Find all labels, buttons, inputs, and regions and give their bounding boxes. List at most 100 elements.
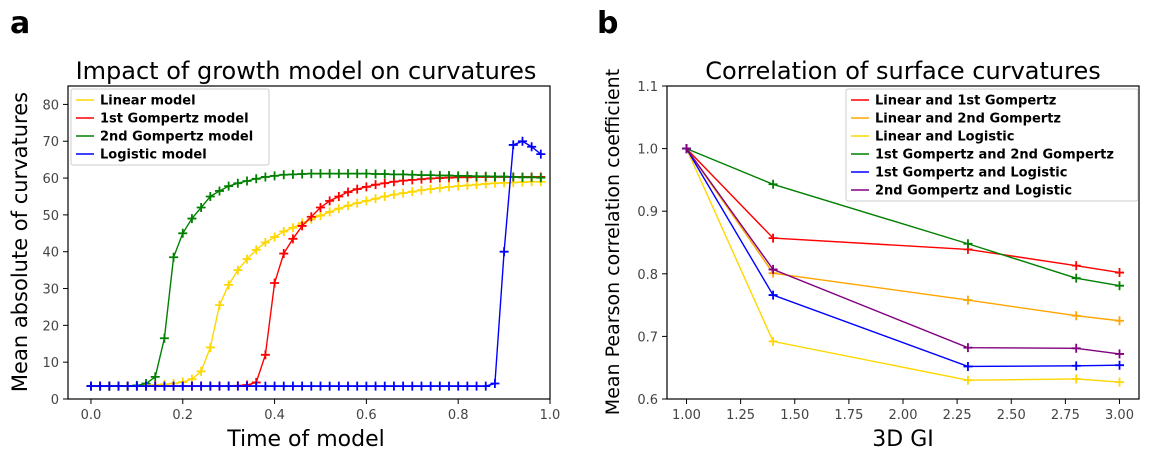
y-tick-label: 10 — [42, 356, 59, 371]
data-point-logistic-model — [297, 381, 307, 391]
x-tick-label: 2.75 — [1051, 408, 1080, 423]
chart-b-xlabel: 3D GI — [872, 427, 933, 450]
data-point-2nd-gompertz-model — [159, 333, 169, 343]
legend-box — [70, 88, 270, 166]
data-point-2nd-gompertz-model — [315, 169, 325, 179]
data-point-logistic-model — [371, 381, 381, 391]
data-point-logistic-model — [86, 381, 96, 391]
data-point-logistic-model — [472, 381, 482, 391]
data-point-2nd-gompertz-and-logistic — [963, 343, 973, 353]
y-tick-label: 0.7 — [637, 330, 658, 345]
data-point-logistic-model — [444, 381, 454, 391]
x-tick-label: 1.50 — [780, 408, 809, 423]
data-point-1st-gompertz-model — [315, 203, 325, 213]
data-point-logistic-model — [104, 381, 114, 391]
data-point-logistic-model — [361, 381, 371, 391]
data-point-logistic-model — [279, 381, 289, 391]
data-point-2nd-gompertz-model — [453, 171, 463, 181]
data-point-linear-model — [343, 201, 353, 211]
data-point-2nd-gompertz-model — [472, 171, 482, 181]
data-point-logistic-model — [169, 381, 179, 391]
data-point-linear-model — [389, 190, 399, 200]
data-point-2nd-gompertz-model — [517, 172, 527, 182]
chart-b-yaxis: 0.6 0.7 0.8 0.9 1.0 1.1 — [637, 80, 667, 408]
data-point-2nd-gompertz-model — [444, 170, 454, 180]
data-point-logistic-model — [416, 381, 426, 391]
x-tick-label: 0.0 — [81, 408, 102, 423]
data-point-2nd-gompertz-model — [196, 203, 206, 213]
data-point-2nd-gompertz-model — [426, 170, 436, 180]
panel-a: a Impact of growth model on curvatures T… — [8, 6, 560, 450]
legend-box — [845, 88, 1139, 202]
data-point-2nd-gompertz-model — [260, 172, 270, 182]
data-point-2nd-gompertz-model — [490, 172, 500, 182]
data-point-linear-model — [251, 245, 261, 255]
data-point-2nd-gompertz-model — [233, 178, 243, 188]
data-point-logistic-model — [315, 381, 325, 391]
data-point-logistic-model — [453, 381, 463, 391]
data-point-logistic-model — [481, 381, 491, 391]
x-tick-label: 1.75 — [834, 408, 863, 423]
data-point-2nd-gompertz-model — [205, 191, 215, 201]
data-point-1st-gompertz-model — [288, 234, 298, 244]
data-point-linear-model — [472, 180, 482, 190]
data-point-logistic-model — [325, 381, 335, 391]
data-point-2nd-gompertz-model — [288, 169, 298, 179]
legend-label-1st-gompertz-model: 1st Gompertz model — [100, 112, 249, 127]
data-point-logistic-model — [95, 381, 105, 391]
data-point-2nd-gompertz-model — [251, 174, 261, 184]
chart-a-legend: Linear model 1st Gompertz model 2nd Gomper… — [70, 88, 270, 166]
data-point-linear-model — [224, 280, 234, 290]
data-point-linear-model — [242, 254, 252, 264]
data-point-2nd-gompertz-model — [297, 169, 307, 179]
data-point-2nd-gompertz-model — [481, 171, 491, 181]
data-point-2nd-gompertz-model — [389, 169, 399, 179]
data-point-2nd-gompertz-model — [435, 170, 445, 180]
data-point-1st-gompertz-model — [279, 249, 289, 259]
data-point-2nd-gompertz-model — [527, 172, 537, 182]
x-tick-label: 2.00 — [889, 408, 918, 423]
data-point-2nd-gompertz-and-logistic — [1071, 343, 1081, 353]
data-point-linear-model — [435, 183, 445, 193]
data-point-2nd-gompertz-model — [150, 372, 160, 382]
legend-label-linear-and-2nd-gompertz: Linear and 2nd Gompertz — [875, 112, 1061, 127]
data-point-logistic-model — [398, 381, 408, 391]
data-point-linear-and-logistic — [963, 375, 973, 385]
data-point-1st-gompertz-model — [334, 191, 344, 201]
data-point-logistic-model — [462, 381, 472, 391]
y-tick-label: 30 — [42, 283, 59, 298]
data-point-1st-gompertz-model — [306, 212, 316, 222]
x-tick-label: 2.25 — [943, 408, 972, 423]
data-point-1st-gompertz-model — [270, 278, 280, 288]
data-point-2nd-gompertz-model — [187, 214, 197, 224]
data-point-linear-model — [416, 185, 426, 195]
legend-label-linear-and-1st-gompertz: Linear and 1st Gompertz — [875, 94, 1056, 109]
data-point-linear-model — [361, 196, 371, 206]
data-point-logistic-model — [113, 381, 123, 391]
chart-b-plot-area — [681, 144, 1125, 387]
panel-b: b Correlation of surface curvatures 3D G… — [597, 6, 1140, 450]
data-point-linear-and-1st-gompertz — [1115, 268, 1125, 278]
data-point-logistic-model — [178, 381, 188, 391]
x-tick-label: 0.2 — [172, 408, 193, 423]
legend-label-1st-gompertz-and-logistic: 1st Gompertz and Logistic — [875, 166, 1067, 181]
data-point-2nd-gompertz-model — [270, 171, 280, 181]
data-point-logistic-model — [150, 381, 160, 391]
data-point-linear-and-2nd-gompertz — [1071, 311, 1081, 321]
data-point-linear-model — [315, 211, 325, 221]
panel-letter-a: a — [10, 6, 30, 41]
data-point-1st-gompertz-and-logistic — [768, 290, 778, 300]
data-point-linear-and-logistic — [768, 336, 778, 346]
data-point-linear-model — [444, 182, 454, 192]
data-point-linear-model — [371, 194, 381, 204]
data-point-2nd-gompertz-model — [361, 169, 371, 179]
data-point-linear-model — [453, 181, 463, 191]
data-point-linear-model — [260, 238, 270, 247]
data-point-logistic-model — [270, 381, 280, 391]
data-point-logistic-model — [380, 381, 390, 391]
data-point-linear-model — [398, 188, 408, 198]
legend-label-linear-and-logistic: Linear and Logistic — [875, 130, 1014, 145]
data-point-2nd-gompertz-model — [352, 169, 362, 179]
data-point-logistic-model — [499, 247, 509, 257]
